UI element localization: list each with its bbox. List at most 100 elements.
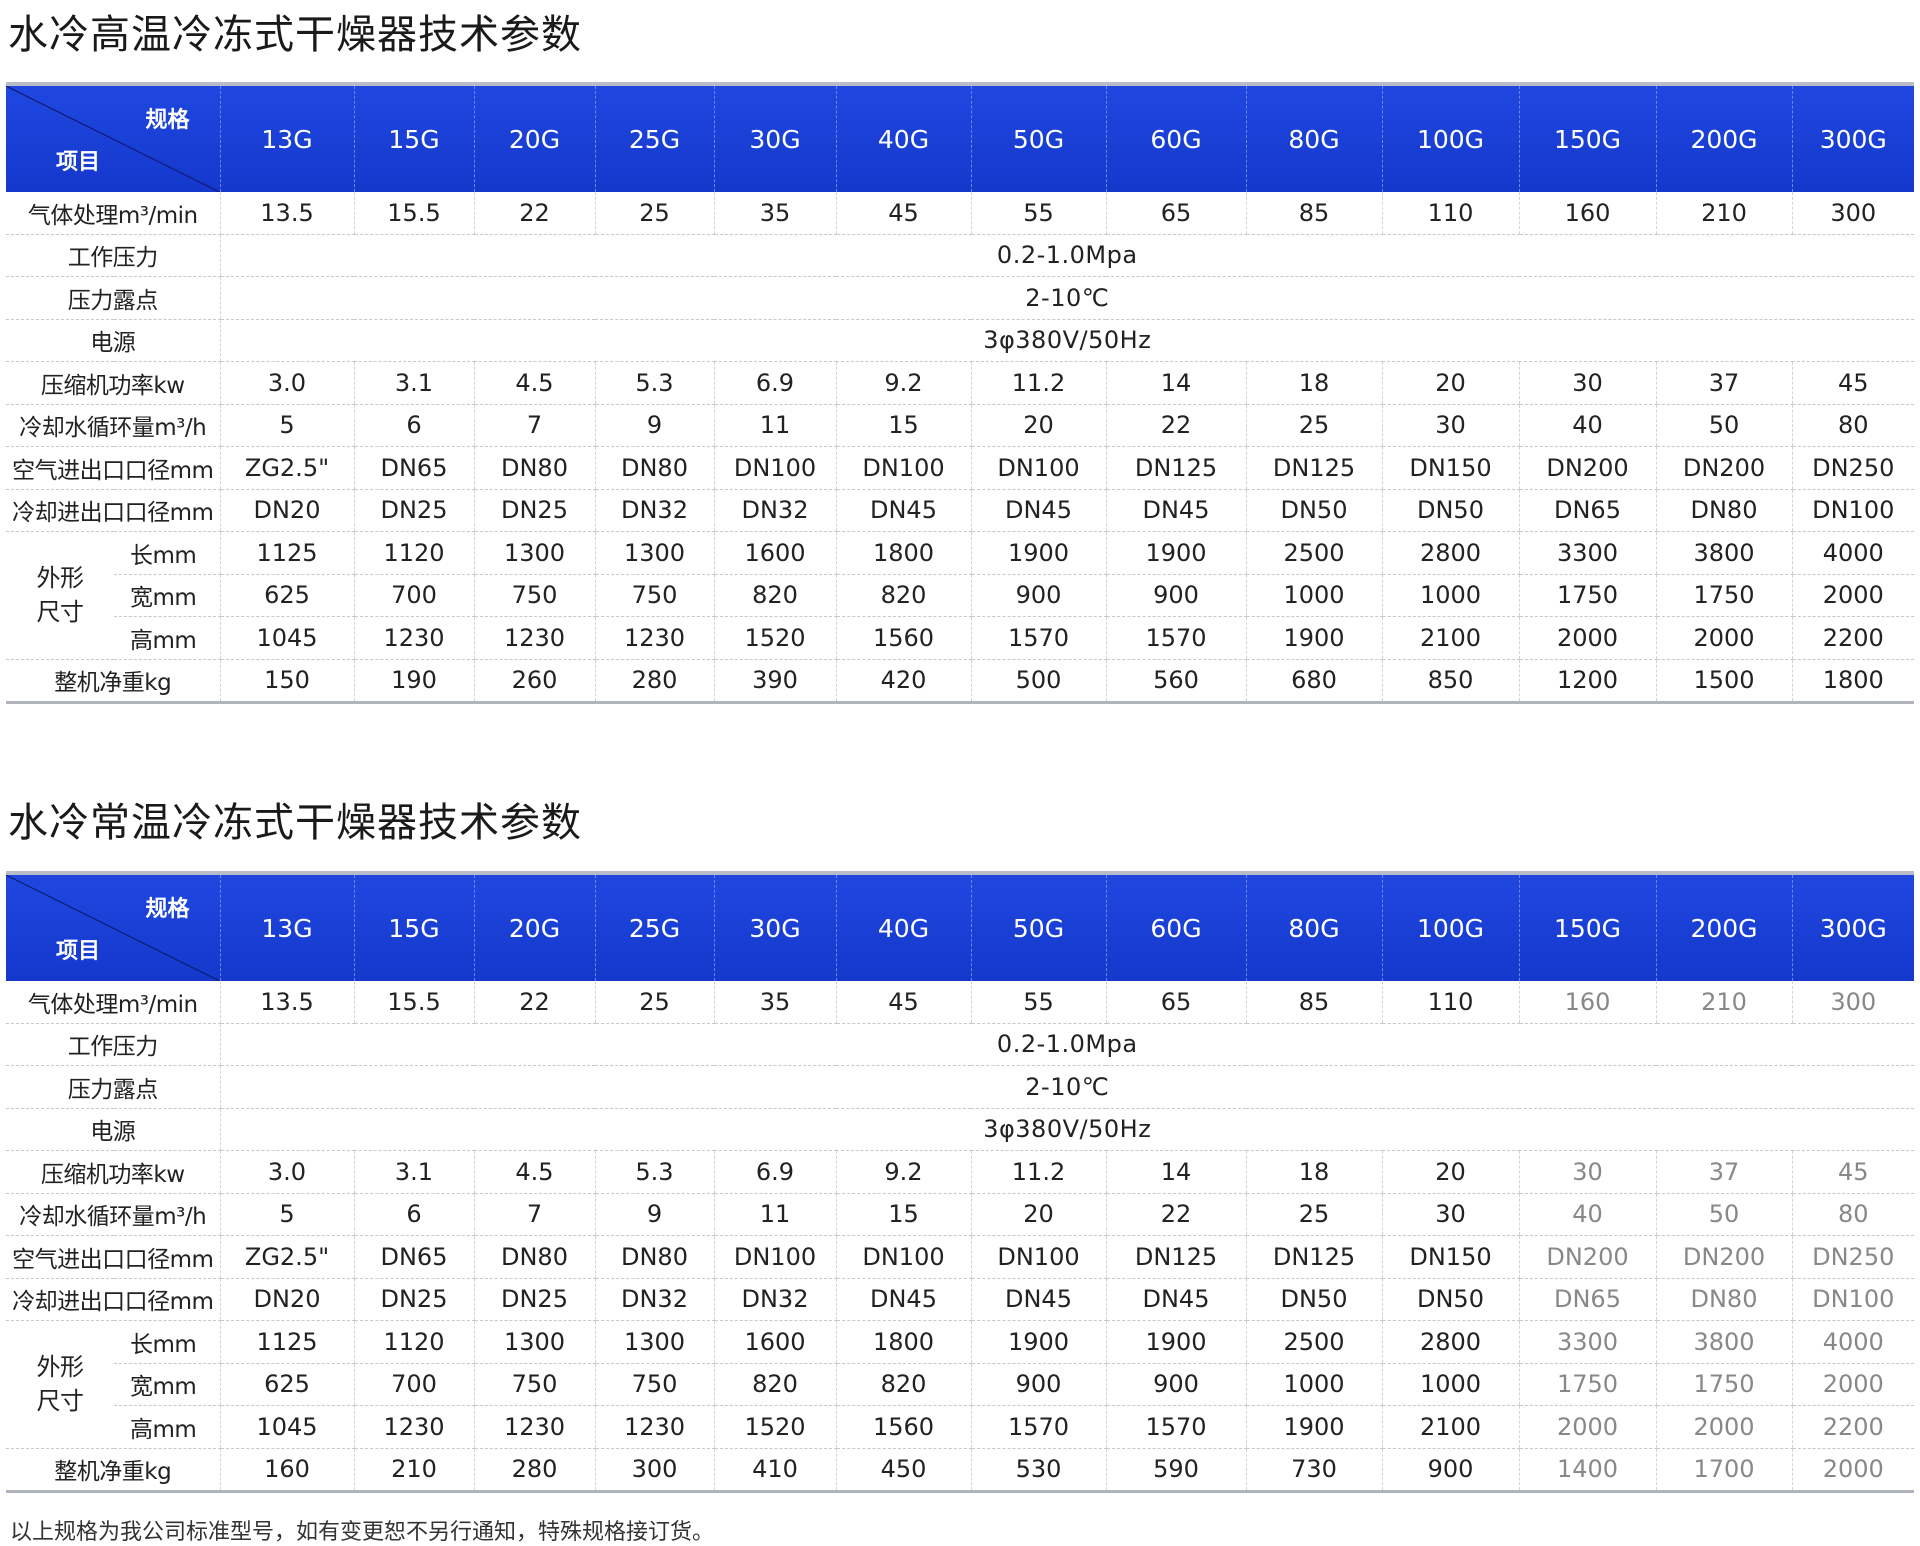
cell-value: 1000	[1245, 1363, 1382, 1406]
row-label: 冷却水循环量m³/h	[6, 404, 220, 447]
cell-value: 2100	[1381, 616, 1519, 660]
cell-value: 6.9	[713, 1150, 836, 1194]
table-row: 整机净重kg 150 190 260 280 390 420 500 560 680 850 1200…	[6, 659, 1914, 703]
cell-value: 680	[1245, 659, 1382, 703]
model-header: 30G	[713, 84, 836, 192]
cell-value: 3800	[1655, 531, 1792, 575]
cell-value: 210	[1655, 981, 1792, 1024]
cell-value: 2000	[1791, 574, 1914, 617]
cell-value: 3300	[1518, 531, 1656, 575]
cell-value: 2500	[1245, 531, 1382, 575]
cell-value: 300	[1791, 981, 1914, 1024]
table-row: 气体处理m³/min 13.5 15.5 22 25 35 45 55 65 85 110 160 21…	[6, 192, 1914, 235]
cell-value: 20	[970, 404, 1106, 447]
cell-value: 1000	[1245, 574, 1382, 617]
cell-value: 3.0	[219, 1150, 354, 1194]
merged-value: 3φ380V/50Hz	[219, 319, 1914, 362]
cell-value: 85	[1245, 192, 1382, 235]
cell-value: 1560	[835, 616, 971, 660]
cell-value: DN80	[594, 1235, 714, 1279]
model-header: 15G	[353, 873, 474, 981]
cell-value: 1230	[353, 1405, 474, 1449]
cell-value: DN65	[353, 446, 474, 490]
cell-value: 2000	[1655, 1405, 1792, 1449]
row-label: 冷却进出口口径mm	[6, 1278, 220, 1321]
cell-value: 55	[970, 192, 1106, 235]
spec-label: 规格	[145, 108, 190, 133]
model-header: 200G	[1655, 873, 1792, 981]
cell-value: 2100	[1381, 1405, 1519, 1449]
footnote: 以上规格为我公司标准型号，如有变更恕不另行通知，特殊规格接订货。	[10, 1520, 715, 1545]
cell-value: 1045	[219, 1405, 354, 1449]
row-label: 宽mm	[114, 574, 220, 617]
cell-value: 14	[1105, 1150, 1246, 1194]
cell-value: 1900	[970, 1320, 1106, 1364]
cell-value: 9	[594, 404, 714, 447]
model-header: 100G	[1381, 84, 1519, 192]
spec-table-normal-temp: 规格 项目 13G 15G 20G 25G 30G 40G 50G 60G 80G 100G 150G 2…	[6, 871, 1914, 1493]
cell-value: 11.2	[970, 1150, 1106, 1194]
cell-value: 1900	[970, 531, 1106, 575]
table-row: 电源 3φ380V/50Hz	[6, 319, 1914, 362]
cell-value: 55	[970, 981, 1106, 1024]
cell-value: 1230	[594, 616, 714, 660]
cell-value: 150	[219, 659, 354, 703]
cell-value: 1570	[1105, 616, 1246, 660]
model-header: 60G	[1105, 84, 1246, 192]
table-row: 高mm 1045 1230 1230 1230 1520 1560 1570 1570 1900 2…	[6, 1405, 1914, 1449]
cell-value: 18	[1245, 1150, 1382, 1194]
cell-value: 85	[1245, 981, 1382, 1024]
cell-value: DN32	[713, 489, 836, 532]
cell-value: 1120	[353, 1320, 474, 1364]
cell-value: DN50	[1381, 1278, 1519, 1321]
cell-value: 6	[353, 1193, 474, 1236]
cell-value: 25	[594, 192, 714, 235]
cell-value: 1900	[1105, 531, 1246, 575]
cell-value: 820	[835, 574, 971, 617]
cell-value: DN25	[353, 1278, 474, 1321]
cell-value: DN80	[473, 1235, 595, 1279]
cell-value: 45	[1791, 1150, 1914, 1194]
cell-value: 1570	[1105, 1405, 1246, 1449]
group-label: 外形尺寸	[6, 531, 114, 660]
cell-value: 3800	[1655, 1320, 1792, 1364]
table-row: 外形尺寸 长mm 1125 1120 1300 1300 1600 1800 1900 1900 2…	[6, 1320, 1914, 1449]
table-row: 电源 3φ380V/50Hz	[6, 1108, 1914, 1151]
cell-value: 1300	[473, 1320, 595, 1364]
cell-value: DN200	[1518, 446, 1656, 490]
table-row: 外形尺寸 长mm 1125 1120 1300 1300 1600 1800 1900 1900 2…	[6, 531, 1914, 660]
cell-value: DN125	[1105, 1235, 1246, 1279]
row-label: 压缩机功率kw	[6, 361, 220, 405]
cell-value: 560	[1105, 659, 1246, 703]
cell-value: ZG2.5"	[219, 1235, 354, 1279]
cell-value: 5	[219, 1193, 354, 1236]
cell-value: 1900	[1245, 1405, 1382, 1449]
cell-value: 2800	[1381, 1320, 1519, 1364]
cell-value: 530	[970, 1448, 1106, 1492]
cell-value: 3300	[1518, 1320, 1656, 1364]
model-header: 25G	[594, 873, 714, 981]
cell-value: 160	[1518, 981, 1656, 1024]
cell-value: 210	[353, 1448, 474, 1492]
cell-value: 30	[1518, 361, 1656, 405]
cell-value: 50	[1655, 404, 1792, 447]
cell-value: 900	[1105, 574, 1246, 617]
cell-value: DN100	[1791, 1278, 1914, 1321]
cell-value: 300	[594, 1448, 714, 1492]
cell-value: 590	[1105, 1448, 1246, 1492]
cell-value: DN45	[1105, 489, 1246, 532]
cell-value: DN50	[1245, 489, 1382, 532]
model-header: 40G	[835, 84, 971, 192]
cell-value: DN100	[970, 1235, 1106, 1279]
cell-value: 3.0	[219, 361, 354, 405]
cell-value: 15	[835, 404, 971, 447]
cell-value: 450	[835, 1448, 971, 1492]
cell-value: 37	[1655, 361, 1792, 405]
row-label: 压力露点	[6, 276, 220, 320]
cell-value: 13.5	[219, 981, 354, 1024]
cell-value: 4.5	[473, 1150, 595, 1194]
cell-value: DN32	[594, 1278, 714, 1321]
cell-value: 300	[1791, 192, 1914, 235]
cell-value: DN125	[1245, 1235, 1382, 1279]
row-label: 气体处理m³/min	[6, 192, 220, 235]
